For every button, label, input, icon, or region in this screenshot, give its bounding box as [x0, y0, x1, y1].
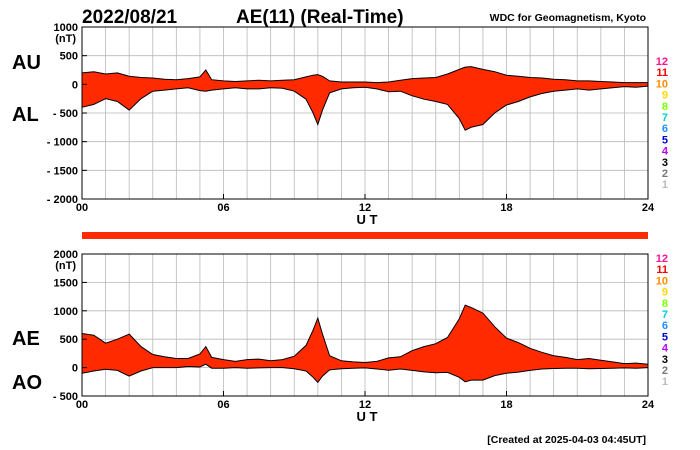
station-count-10: 10: [656, 275, 668, 287]
x-tick-label: 06: [217, 399, 229, 411]
y-tick-label: 0: [72, 363, 78, 375]
ae-series-label: AE: [12, 328, 40, 350]
station-count-6: 6: [662, 320, 668, 332]
station-count-11: 11: [656, 67, 668, 79]
au-series-line: [81, 66, 648, 84]
y-tick-label: 500: [60, 334, 78, 346]
x-tick-label: 24: [642, 399, 655, 411]
al-series-label: AL: [12, 104, 39, 126]
ae-ao-x-ticks: 00 06 12 18 24: [76, 391, 655, 411]
al-series-line: [81, 85, 649, 131]
station-count-8: 8: [662, 101, 668, 113]
y-tick-label: - 1500: [47, 165, 78, 177]
y-tick-label: 2000: [54, 249, 78, 261]
x-tick-label: 00: [76, 202, 88, 214]
y-tick-label: - 500: [53, 108, 78, 120]
station-count-8: 8: [662, 298, 668, 310]
chart-source: WDC for Geomagnetism, Kyoto: [490, 12, 646, 24]
ae-ao-grid: [82, 254, 648, 396]
y-tick-label: 500: [60, 51, 78, 63]
ae-ao-y-ticks: 2000 1500 1000 500 0 - 500: [53, 249, 87, 403]
ae-ao-x-axis-label: U T: [357, 409, 378, 424]
station-count-4: 4: [662, 146, 669, 158]
au-al-grid: [82, 27, 648, 199]
x-tick-label: 06: [217, 202, 229, 214]
au-series-label: AU: [12, 52, 41, 74]
station-count-3: 3: [662, 157, 668, 169]
x-tick-label: 24: [642, 202, 655, 214]
y-tick-label: 1000: [54, 306, 78, 318]
ao-series-line: [81, 363, 649, 384]
y-tick-label: 1500: [54, 277, 78, 289]
station-count-6: 6: [662, 123, 668, 135]
ae-ao-unit-label: (nT): [55, 260, 76, 272]
y-tick-label: - 500: [53, 391, 78, 403]
au-al-y-ticks: 1000 500 0 - 500 - 1000 - 1500 - 2000: [47, 22, 87, 206]
station-count-3: 3: [662, 354, 668, 366]
x-tick-label: 00: [76, 399, 88, 411]
station-count-9: 9: [662, 287, 668, 299]
station-count-7: 7: [662, 309, 668, 321]
created-timestamp: [Created at 2025-04-03 04:45UT]: [487, 434, 646, 446]
ae-series-line: [81, 304, 649, 365]
station-count-2: 2: [662, 168, 668, 180]
separator-bar: [82, 232, 648, 239]
chart-date: 2022/08/21: [82, 7, 178, 28]
y-tick-label: - 1000: [47, 137, 78, 149]
y-tick-label: 0: [72, 79, 78, 91]
station-count-12: 12: [656, 56, 668, 68]
station-count-9: 9: [662, 90, 668, 102]
station-count-2: 2: [662, 365, 668, 377]
station-count-1: 1: [662, 179, 668, 191]
au-al-unit-label: (nT): [55, 33, 76, 45]
ae-ao-area: [82, 305, 648, 383]
station-count-5: 5: [662, 331, 668, 343]
station-count-10: 10: [656, 78, 668, 90]
x-tick-label: 18: [500, 202, 512, 214]
chart-title: AE(11) (Real-Time): [236, 7, 404, 28]
station-count-1: 1: [662, 376, 668, 388]
x-tick-label: 12: [359, 202, 371, 214]
station-count-12: 12: [656, 253, 668, 265]
station-count-7: 7: [662, 112, 668, 124]
x-tick-label: 12: [359, 399, 371, 411]
station-count-11: 11: [656, 264, 668, 276]
au-al-area: [82, 66, 648, 131]
station-count-4: 4: [662, 343, 669, 355]
y-tick-label: - 2000: [47, 194, 78, 206]
y-tick-label: 1000: [54, 22, 78, 34]
au-al-x-ticks: 00 06 12 18 24: [76, 194, 655, 214]
au-al-x-axis-label: U T: [357, 212, 378, 227]
station-count-5: 5: [662, 134, 668, 146]
ao-series-label: AO: [12, 372, 42, 394]
x-tick-label: 18: [500, 399, 512, 411]
